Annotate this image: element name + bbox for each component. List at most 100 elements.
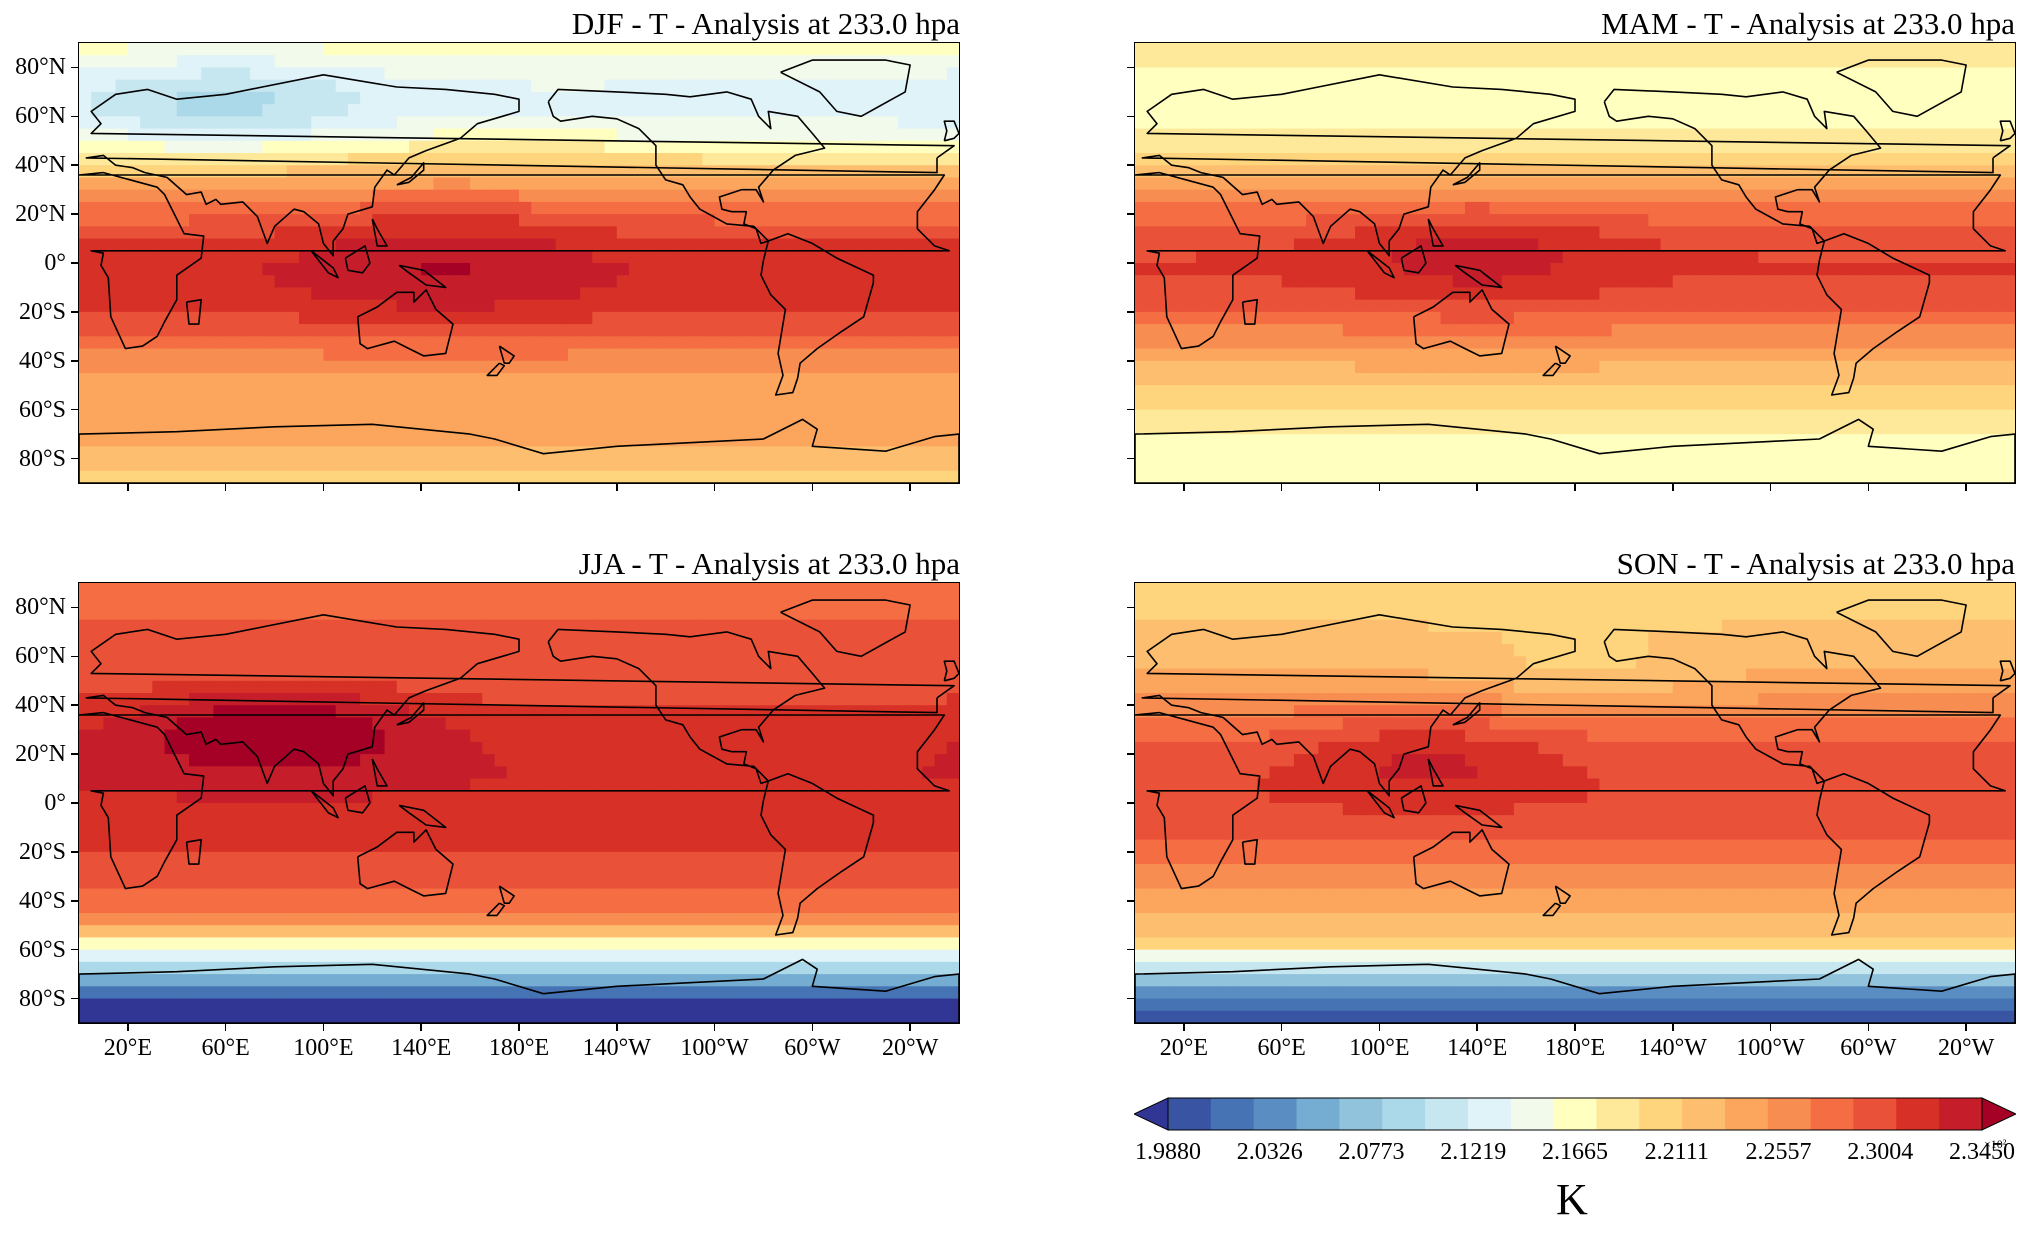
temperature-cell xyxy=(629,177,642,191)
temperature-cell xyxy=(897,311,911,325)
temperature-cell xyxy=(1880,348,1894,362)
temperature-cell xyxy=(1587,385,1601,399)
temperature-cell xyxy=(946,91,959,105)
temperature-cell xyxy=(201,458,215,472)
temperature-cell xyxy=(335,79,349,93)
temperature-cell xyxy=(665,79,679,93)
temperature-cell xyxy=(237,409,251,423)
temperature-cell xyxy=(1562,201,1576,215)
temperature-cell xyxy=(250,55,263,69)
temperature-cell xyxy=(849,311,862,325)
temperature-cell xyxy=(1440,226,1454,240)
temperature-cell xyxy=(164,397,178,411)
temperature-cell xyxy=(946,214,959,227)
temperature-cell xyxy=(592,397,606,411)
temperature-cell xyxy=(176,189,190,203)
temperature-cell xyxy=(580,67,593,81)
temperature-cell xyxy=(604,434,618,447)
temperature-cell xyxy=(567,43,581,56)
temperature-cell xyxy=(1513,324,1527,337)
temperature-cell xyxy=(1367,91,1381,105)
temperature-cell xyxy=(237,201,251,215)
temperature-cell xyxy=(421,67,435,81)
temperature-cell xyxy=(836,67,850,81)
temperature-cell xyxy=(1978,226,1992,240)
temperature-cell xyxy=(506,177,520,191)
temperature-cell xyxy=(1990,421,2004,435)
temperature-cell xyxy=(1758,165,1772,179)
temperature-cell xyxy=(1379,128,1393,142)
temperature-cell xyxy=(286,140,300,154)
temperature-cell xyxy=(580,287,593,301)
temperature-cell xyxy=(1391,104,1405,117)
temperature-cell xyxy=(1843,348,1857,362)
temperature-cell xyxy=(1966,263,1979,276)
temperature-cell xyxy=(1575,421,1588,435)
temperature-cell xyxy=(127,128,141,142)
temperature-cell xyxy=(641,250,655,264)
temperature-cell xyxy=(1513,385,1527,399)
temperature-cell xyxy=(262,201,276,215)
temperature-cell xyxy=(384,311,398,325)
temperature-cell xyxy=(1269,348,1283,362)
temperature-cell xyxy=(311,165,325,179)
temperature-cell xyxy=(2002,275,2015,289)
temperature-cell xyxy=(1269,287,1283,301)
temperature-cell xyxy=(1746,91,1759,105)
temperature-cell xyxy=(1648,360,1662,374)
temperature-cell xyxy=(1587,373,1601,386)
temperature-cell xyxy=(225,238,239,252)
temperature-cell xyxy=(1171,263,1185,276)
temperature-cell xyxy=(421,311,435,325)
temperature-cell xyxy=(1733,104,1747,117)
temperature-cell xyxy=(457,311,471,325)
temperature-cell xyxy=(127,91,141,105)
temperature-cell xyxy=(91,165,105,179)
temperature-cell xyxy=(1917,116,1931,130)
temperature-cell xyxy=(1587,409,1601,423)
temperature-cell xyxy=(140,446,153,460)
temperature-cell xyxy=(519,250,532,264)
temperature-cell xyxy=(726,385,740,399)
temperature-cell xyxy=(1807,116,1821,130)
temperature-cell xyxy=(665,189,679,203)
temperature-cell xyxy=(1171,67,1185,81)
temperature-cell xyxy=(79,373,92,386)
temperature-cell xyxy=(1636,311,1649,325)
temperature-cell xyxy=(323,385,337,399)
temperature-cell xyxy=(1477,263,1491,276)
temperature-cell xyxy=(396,409,410,423)
temperature-cell xyxy=(286,104,300,117)
temperature-cell xyxy=(580,299,593,313)
temperature-cell xyxy=(555,140,569,154)
temperature-cell xyxy=(1758,55,1772,69)
temperature-cell xyxy=(775,336,789,350)
temperature-cell xyxy=(1905,128,1918,142)
temperature-cell xyxy=(433,458,447,472)
temperature-cell xyxy=(189,104,202,117)
temperature-cell xyxy=(262,336,276,350)
temperature-cell xyxy=(1220,348,1234,362)
temperature-cell xyxy=(1782,116,1796,130)
temperature-cell xyxy=(1391,226,1405,240)
temperature-cell xyxy=(384,385,398,399)
temperature-cell xyxy=(1538,275,1552,289)
temperature-cell xyxy=(225,91,239,105)
temperature-cell xyxy=(787,201,801,215)
temperature-cell xyxy=(1550,189,1564,203)
temperature-cell xyxy=(910,421,923,435)
temperature-cell xyxy=(1440,189,1454,203)
temperature-cell xyxy=(482,263,496,276)
temperature-cell xyxy=(702,214,716,227)
temperature-cell xyxy=(1379,189,1393,203)
temperature-cell xyxy=(482,153,496,166)
temperature-cell xyxy=(311,128,325,142)
temperature-cell xyxy=(1929,348,1943,362)
temperature-cell xyxy=(629,287,642,301)
temperature-cell xyxy=(1513,140,1527,154)
temperature-cell xyxy=(164,421,178,435)
temperature-cell xyxy=(115,360,129,374)
temperature-cell xyxy=(1892,43,1906,56)
temperature-cell xyxy=(1440,299,1454,313)
temperature-cell xyxy=(1513,434,1527,447)
